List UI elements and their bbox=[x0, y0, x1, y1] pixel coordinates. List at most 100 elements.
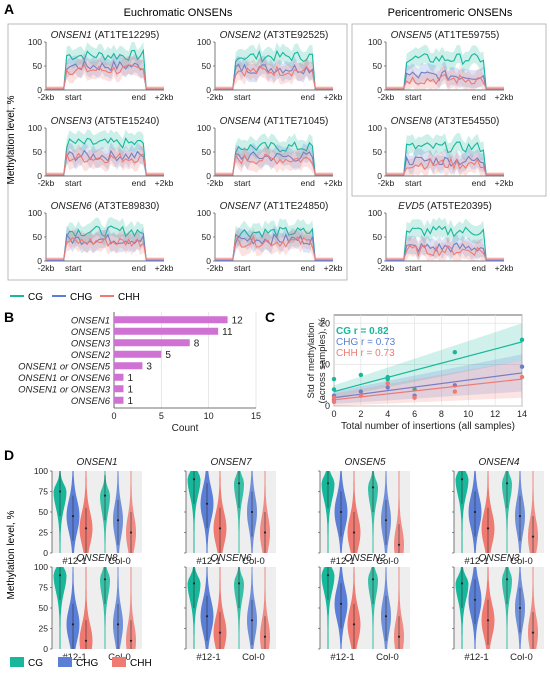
panel-a-legend: CG CHG CHH bbox=[10, 292, 140, 303]
profile-title: ONSEN8 (AT3TE54550) bbox=[391, 116, 500, 127]
y-tick-label: 50 bbox=[33, 147, 43, 157]
violin-title: ONSEN5 bbox=[344, 457, 386, 468]
fit-line-2 bbox=[333, 378, 523, 401]
y-tick-label: 50 bbox=[39, 603, 49, 613]
bar-value-label: 11 bbox=[222, 327, 233, 338]
y-tick-label: 0 bbox=[206, 85, 211, 95]
violin-median bbox=[205, 502, 209, 505]
profile-band-cg bbox=[215, 42, 333, 90]
violin-median bbox=[339, 510, 343, 514]
point-1-6 bbox=[519, 364, 525, 369]
bar-value-label: 8 bbox=[194, 338, 200, 349]
x-tick-start: start bbox=[65, 92, 82, 102]
pericentromeric-frame bbox=[351, 23, 547, 197]
y-axis-label-line2: (across samples), % bbox=[317, 317, 328, 404]
violin-median bbox=[505, 578, 509, 581]
y-tick-label: 0 bbox=[37, 256, 42, 266]
violin-0-0 bbox=[455, 471, 469, 553]
violin-median bbox=[237, 482, 241, 485]
panel-d-ylabel: Methylation level, % bbox=[6, 510, 17, 599]
violin-plot-onsen1: ONSEN1 0 25 50 75 100 #12-1 Col-0 bbox=[34, 457, 142, 567]
x-tick-end: end bbox=[472, 178, 486, 188]
y-tick-label: 0 bbox=[377, 171, 382, 181]
group-label: #12-1 bbox=[330, 652, 354, 663]
y-tick-label: 25 bbox=[39, 624, 49, 634]
y-tick-label: 100 bbox=[197, 37, 211, 47]
profile-plot-onsen3: ONSEN3 (AT5TE15240) 0 50 100 -2kb start end +2k… bbox=[28, 116, 174, 188]
profile-title-name: ONSEN1 bbox=[51, 30, 92, 41]
group-label: Col-0 bbox=[242, 652, 265, 663]
x-tick-right: +2kb bbox=[155, 263, 174, 273]
y-tick-label: 100 bbox=[368, 123, 382, 133]
violin-median bbox=[71, 515, 75, 518]
profile-plot-onsen4: ONSEN4 (AT1TE71045) 0 50 100 -2kb start end +2k… bbox=[197, 116, 343, 188]
violin-plot-onsen5: ONSEN5 #12-1 Col-0 bbox=[318, 457, 410, 567]
x-tick-end: end bbox=[132, 178, 146, 188]
methylation-profile-plots: ONSEN1 (AT1TE12295) 0 50 100 -2kb start end +2k… bbox=[28, 30, 514, 273]
violin-median bbox=[218, 631, 222, 634]
profile-title-name: ONSEN6 bbox=[51, 201, 93, 212]
bar-category-label: ONSEN1 or ONSEN3 bbox=[18, 384, 111, 395]
violin-median bbox=[326, 574, 330, 577]
legend-d-chg: CHG bbox=[76, 658, 98, 669]
profile-plot-onsen2: ONSEN2 (AT3TE92525) 0 50 100 -2kb start end +2k… bbox=[197, 30, 343, 102]
x-tick-start: start bbox=[234, 263, 251, 273]
profile-title-id: (AT1TE12295) bbox=[92, 30, 160, 41]
panel-label-a: A bbox=[4, 1, 14, 17]
y-tick-label: 0 bbox=[37, 85, 42, 95]
violin-median bbox=[339, 602, 343, 606]
violin-plot-onsen2: ONSEN2#12-1 Col-0 bbox=[318, 553, 410, 663]
group-label: #12-1 bbox=[464, 652, 488, 663]
x-tick-label: 15 bbox=[251, 411, 261, 421]
profile-plot-onsen5: ONSEN5 (AT1TE59755) 0 50 100 -2kb start end +2k… bbox=[368, 30, 514, 102]
group-label: Col-0 bbox=[108, 556, 131, 567]
point-0-2 bbox=[358, 372, 364, 378]
violin-1-2 bbox=[126, 567, 136, 649]
profile-title: ONSEN5 (AT1TE59755) bbox=[391, 30, 500, 41]
bar-7 bbox=[114, 396, 124, 404]
x-tick-start: start bbox=[65, 263, 82, 273]
bar-0 bbox=[114, 316, 228, 324]
group-label: Col-0 bbox=[376, 652, 399, 663]
y-tick-label: 0 bbox=[37, 171, 42, 181]
bar-1 bbox=[114, 327, 219, 335]
point-2-0 bbox=[331, 395, 337, 400]
violin-median bbox=[58, 574, 62, 577]
point-0-7 bbox=[519, 337, 525, 343]
violin-plot-onsen7: ONSEN7 #12-1 Col-0 bbox=[184, 457, 276, 567]
bar-6 bbox=[114, 385, 124, 393]
legend-d-cg: CG bbox=[28, 658, 43, 669]
point-2-6 bbox=[519, 374, 525, 380]
x-tick-end: end bbox=[132, 92, 146, 102]
group-label: #12-1 bbox=[62, 652, 86, 663]
y-tick-label: 25 bbox=[39, 528, 49, 538]
violin-1-0 bbox=[502, 567, 512, 649]
x-tick-start: start bbox=[234, 92, 251, 102]
violin-median bbox=[103, 494, 107, 497]
x-tick-left: -2kb bbox=[207, 178, 224, 188]
group-label: Col-0 bbox=[242, 556, 265, 567]
violin-median bbox=[518, 515, 522, 518]
bar-category-label: ONSEN6 bbox=[71, 396, 111, 407]
y-axis-label-line1: Std of methylation bbox=[306, 322, 317, 398]
profile-line-chh bbox=[215, 65, 333, 89]
violin-1-0 bbox=[234, 471, 244, 553]
point-1-3 bbox=[385, 385, 390, 390]
violin-0-0 bbox=[187, 471, 201, 553]
violin-median bbox=[250, 510, 254, 514]
x-tick-left: -2kb bbox=[207, 92, 224, 102]
y-tick-label: 50 bbox=[373, 147, 383, 157]
violin-median bbox=[192, 478, 196, 481]
profile-line-chh bbox=[46, 63, 164, 89]
x-tick-label: 0 bbox=[111, 411, 116, 421]
violin-1-0 bbox=[100, 567, 110, 649]
x-tick-left: -2kb bbox=[38, 92, 55, 102]
group-label: #12-1 bbox=[62, 556, 86, 567]
violin-title: ONSEN4 bbox=[478, 457, 520, 468]
violin-median bbox=[84, 639, 88, 642]
profile-band-cg bbox=[386, 133, 504, 176]
y-tick-label: 100 bbox=[34, 562, 48, 572]
x-tick-start: start bbox=[234, 178, 251, 188]
methylation-violin-plots: ONSEN1 0 25 50 75 100 #12-1 Col-0 ONSEN7 #12-1 Col… bbox=[34, 457, 544, 663]
